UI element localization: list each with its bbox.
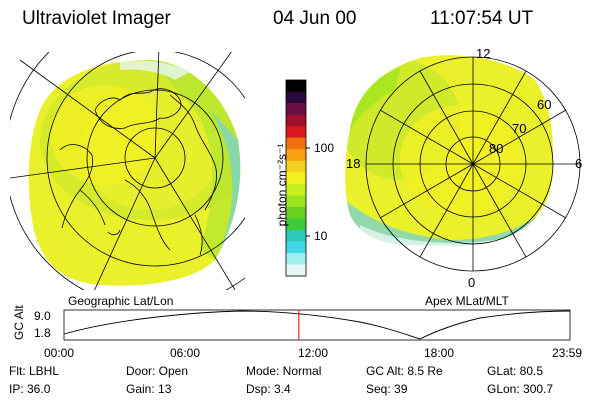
colorbar-tick-100: 100 — [314, 141, 335, 155]
colorbar-segment — [286, 126, 306, 139]
time-label: 11:07:54 UT — [430, 8, 534, 29]
colorbar-segment — [286, 229, 306, 242]
altitude-ylabel: GC Alt — [12, 305, 26, 340]
gc-alt-info: GC Alt: 8.5 Re — [366, 364, 443, 378]
colorbar-segment — [286, 91, 306, 104]
colorbar-segment — [286, 252, 306, 265]
altitude-xtick-0600: 06:00 — [170, 346, 201, 360]
right-map-caption: Apex MLat/MLT — [425, 294, 509, 308]
colorbar-tick-10: 10 — [314, 229, 328, 243]
altitude-ytick-1-8: 1.8 — [34, 326, 51, 340]
mlt-label-12: 12 — [476, 46, 491, 61]
mlat-label-60: 60 — [537, 97, 552, 112]
seq-info: Seq: 39 — [366, 382, 408, 396]
door-info: Door: Open — [126, 364, 189, 378]
date-label: 04 Jun 00 — [273, 8, 357, 29]
mlat-label-70: 70 — [512, 121, 527, 136]
colorbar-segment — [286, 149, 306, 162]
colorbar-segment — [286, 80, 306, 93]
colorbar-segment — [286, 103, 306, 116]
gain-info: Gain: 13 — [126, 382, 172, 396]
glon-info: GLon: 300.7 — [487, 382, 554, 396]
colorbar-segment — [286, 114, 306, 127]
altitude-xtick-1200: 12:00 — [298, 346, 329, 360]
mlt-label-6: 6 — [575, 156, 583, 171]
mlt-label-18: 18 — [346, 156, 361, 171]
filter-info: Flt: LBHL — [9, 364, 60, 378]
colorbar-segment — [286, 241, 306, 254]
dsp-info: Dsp: 3.4 — [246, 382, 291, 396]
colorbar-segment — [286, 218, 306, 231]
colorbar-segment — [286, 172, 306, 185]
colorbar-segment — [286, 160, 306, 173]
mode-info: Mode: Normal — [246, 364, 322, 378]
colorbar-segment — [286, 137, 306, 150]
altitude-xtick-2359: 23:59 — [552, 346, 583, 360]
colorbar-segment — [286, 264, 306, 277]
mlt-label-0: 0 — [468, 275, 476, 290]
colorbar-segment — [286, 195, 306, 208]
colorbar-segment — [286, 206, 306, 219]
app-title: Ultraviolet Imager — [22, 8, 171, 29]
colorbar-segment — [286, 183, 306, 196]
altitude-xtick-1800: 18:00 — [424, 346, 455, 360]
ip-info: IP: 36.0 — [9, 382, 51, 396]
glat-info: GLat: 80.5 — [487, 364, 544, 378]
left-map-caption: Geographic Lat/Lon — [68, 294, 174, 308]
altitude-xtick-0000: 00:00 — [44, 346, 75, 360]
altitude-ytick-9: 9.0 — [34, 309, 51, 323]
mlat-label-80: 80 — [489, 141, 504, 156]
altitude-curve — [63, 310, 571, 340]
